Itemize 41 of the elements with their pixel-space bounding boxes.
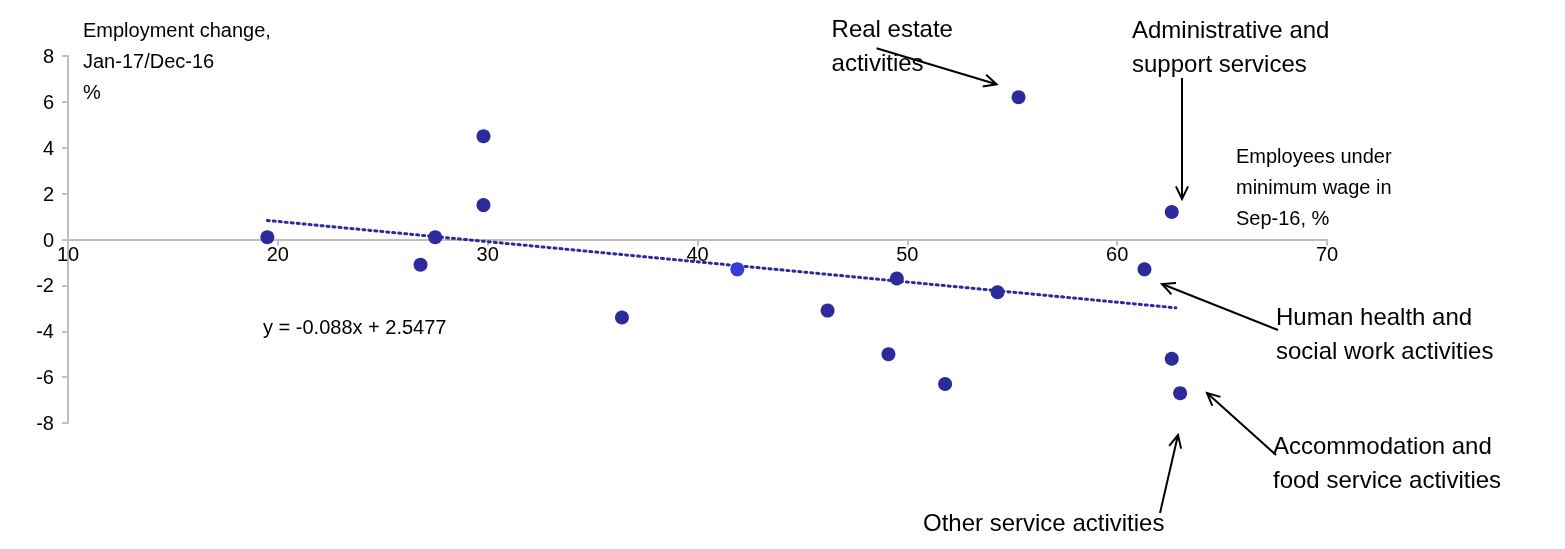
point — [428, 230, 443, 245]
y-tick-label: -4 — [36, 320, 54, 343]
point — [990, 285, 1005, 300]
y-tick-label: 2 — [42, 182, 54, 205]
x-tick-label: 40 — [686, 242, 709, 265]
point — [730, 262, 745, 277]
x-axis-title: Employees under minimum wage in Sep-16, % — [1236, 144, 1392, 229]
text: Other service activities — [923, 508, 1165, 536]
point — [1164, 351, 1179, 366]
y-tick-label: 4 — [42, 136, 54, 159]
x-tick-label: 30 — [476, 242, 499, 265]
x-tick-label: 60 — [1106, 242, 1129, 265]
point — [820, 303, 835, 318]
y-axis-title: Employment change, Jan-17/Dec-16 % — [83, 18, 271, 103]
point — [889, 271, 904, 286]
y-tick-label: 0 — [42, 228, 54, 251]
point — [1173, 386, 1188, 401]
text: Accommodation and food service activities — [1273, 431, 1502, 493]
x-tick-label: 50 — [896, 242, 919, 265]
annotation: Human health and social work activities — [1276, 302, 1494, 364]
annotation: y = -0.088x + 2.5477 — [263, 316, 447, 338]
y-tick-label: 8 — [42, 45, 54, 67]
point — [413, 257, 428, 272]
annotation: Real estate activities — [831, 14, 953, 76]
point — [938, 377, 953, 391]
x-tick-label: 70 — [1315, 242, 1339, 265]
y-tick-label: 6 — [42, 90, 54, 113]
point — [1011, 90, 1026, 105]
y-tick-label: -6 — [36, 366, 54, 389]
point — [476, 198, 491, 213]
point — [881, 347, 896, 362]
point — [1164, 204, 1179, 219]
y-tick-label: -8 — [36, 412, 54, 434]
point — [1137, 262, 1152, 277]
x-tick-label: 20 — [266, 242, 289, 265]
annotation: Administrative and support services — [1132, 15, 1330, 77]
y-tick-label: -2 — [36, 274, 54, 297]
point — [614, 310, 629, 325]
x-tick-label: 10 — [56, 242, 80, 265]
point — [476, 129, 491, 144]
point — [260, 230, 275, 245]
